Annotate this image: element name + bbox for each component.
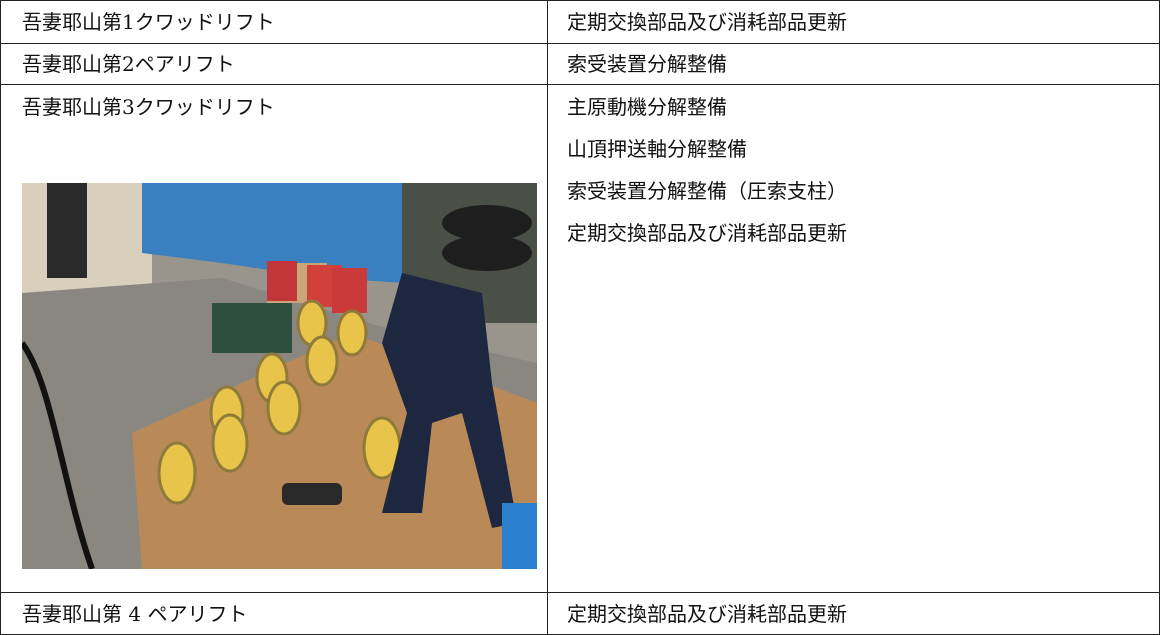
cell-text: 定期交換部品及び消耗部品更新: [567, 221, 847, 245]
cell-text: 吾妻耶山第3クワッドリフト: [22, 95, 275, 119]
cell-text: 定期交換部品及び消耗部品更新: [567, 10, 847, 34]
cell-text: 吾妻耶山第1クワッドリフト: [22, 10, 275, 34]
cell-text: 索受装置分解整備（圧索支柱）: [567, 179, 847, 203]
cell-text: 吾妻耶山第 4 ペアリフト: [22, 602, 248, 626]
cell-text: 索受装置分解整備: [567, 52, 727, 76]
cell-text: 山頂押送軸分解整備: [567, 137, 747, 161]
cell-text: 主原動機分解整備: [567, 95, 727, 119]
photo: [22, 183, 537, 569]
cell-text: 定期交換部品及び消耗部品更新: [567, 602, 847, 626]
cell-text: 吾妻耶山第2ペアリフト: [22, 52, 235, 76]
